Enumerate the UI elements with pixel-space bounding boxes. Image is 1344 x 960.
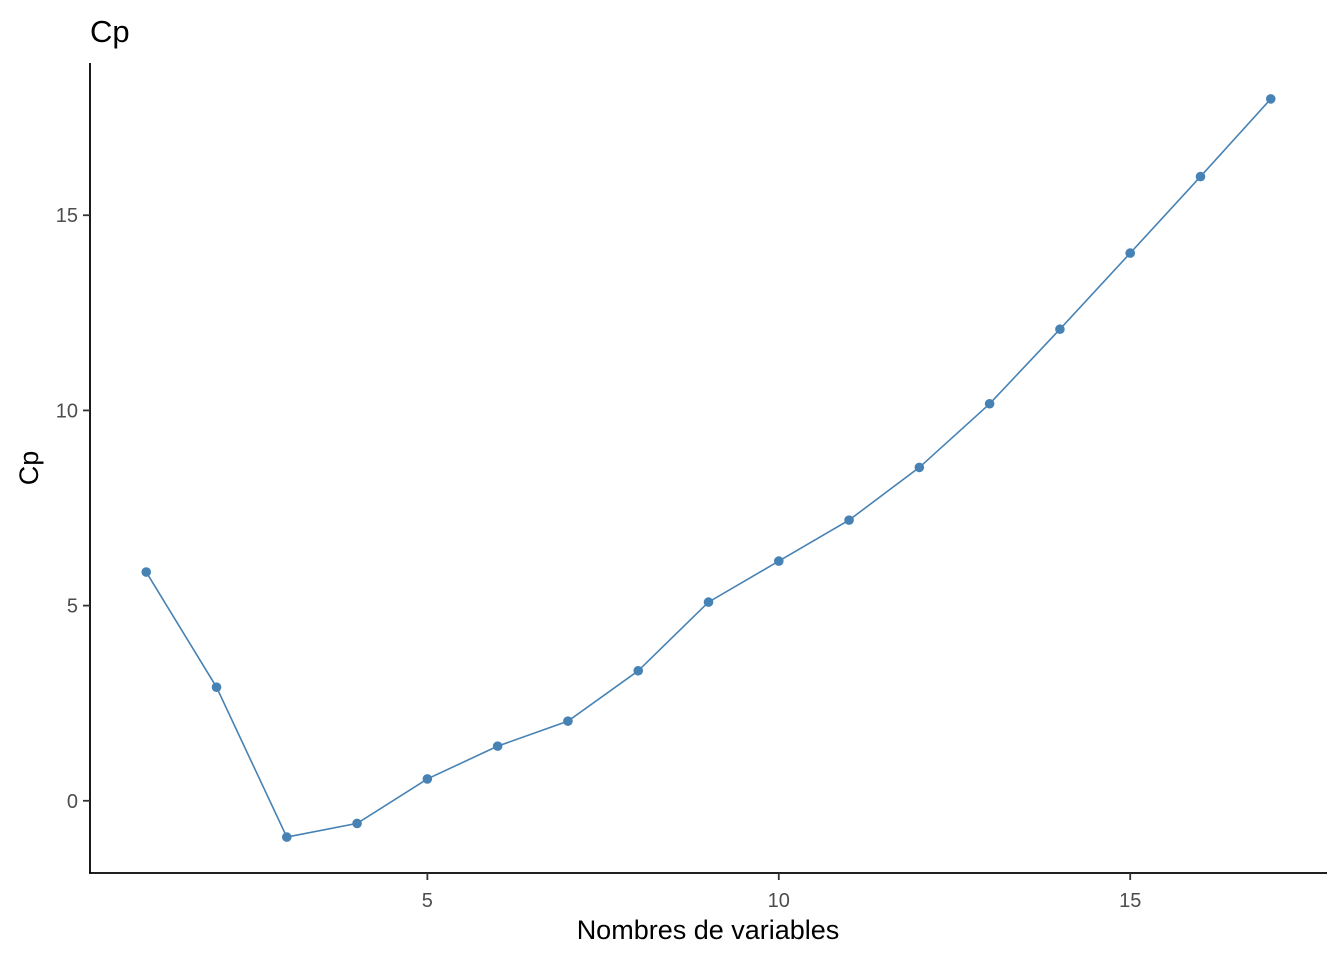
data-point: [984, 398, 995, 409]
data-point: [141, 567, 152, 577]
data-point: [281, 832, 292, 842]
data-point: [1055, 324, 1065, 335]
data-point: [492, 741, 503, 751]
data-point: [633, 665, 644, 676]
x-tick-label: 5: [422, 890, 433, 912]
y-tick-label: 5: [67, 596, 78, 618]
data-point: [211, 682, 222, 692]
x-axis-ticks: 5 10 15: [422, 873, 1141, 912]
y-axis-ticks: 0 5 10 15: [56, 205, 90, 813]
x-tick-label: 10: [768, 890, 790, 912]
data-point: [352, 818, 362, 829]
y-tick-label: 15: [56, 205, 78, 227]
x-axis-title: Nombres de variables: [577, 915, 840, 945]
data-point: [844, 515, 854, 525]
y-axis-title: Cp: [14, 451, 44, 486]
data-point: [1125, 248, 1136, 258]
data-point: [422, 774, 433, 784]
series-group: [141, 94, 1276, 842]
data-point: [703, 597, 714, 607]
y-tick-label: 10: [56, 400, 78, 422]
y-tick-label: 0: [67, 791, 78, 813]
data-point: [1265, 94, 1276, 104]
series-line: [145, 98, 1272, 838]
data-point: [563, 716, 573, 726]
chart-title: Cp: [90, 14, 130, 49]
data-point: [773, 556, 784, 566]
data-point: [1195, 171, 1206, 182]
data-point: [914, 462, 925, 473]
x-tick-label: 15: [1119, 890, 1141, 912]
